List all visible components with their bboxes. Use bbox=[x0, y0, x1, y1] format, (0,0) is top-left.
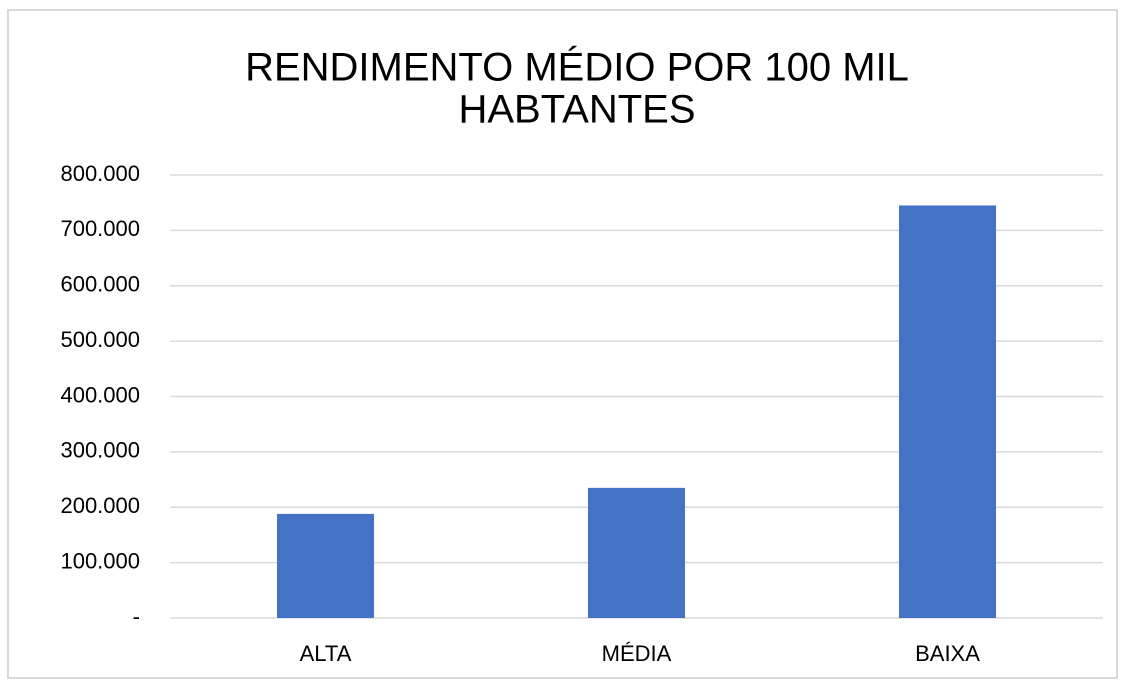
y-tick-label: 700.000 bbox=[60, 216, 140, 241]
bar bbox=[898, 205, 997, 619]
bar bbox=[276, 513, 375, 618]
chart-title: RENDIMENTO MÉDIO POR 100 MIL bbox=[245, 45, 909, 90]
y-tick-label: - bbox=[133, 604, 140, 629]
y-tick-label: 400.000 bbox=[60, 382, 140, 407]
y-tick-label: 600.000 bbox=[60, 272, 140, 297]
y-tick-label: 500.000 bbox=[60, 327, 140, 352]
x-tick-label: ALTA bbox=[300, 641, 352, 666]
chart-title: HABTANTES bbox=[458, 88, 695, 132]
y-tick-label: 300.000 bbox=[60, 438, 140, 463]
x-tick-label: BAIXA bbox=[915, 641, 980, 666]
x-tick-label: MÉDIA bbox=[602, 641, 672, 666]
y-tick-label: 800.000 bbox=[60, 161, 140, 186]
y-tick-label: 100.000 bbox=[60, 548, 140, 573]
bar bbox=[587, 487, 686, 618]
y-tick-label: 200.000 bbox=[60, 493, 140, 518]
